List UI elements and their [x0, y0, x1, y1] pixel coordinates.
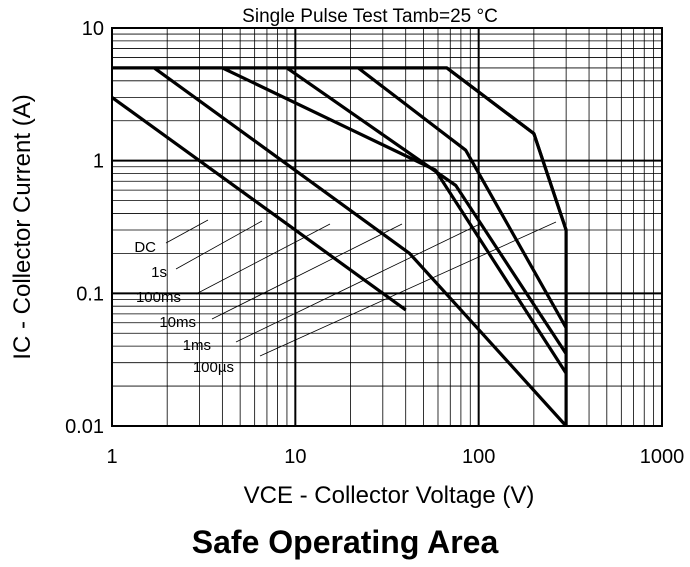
x-axis-label: VCE - Collector Voltage (V)	[244, 482, 535, 509]
annotation-leader-line	[175, 220, 263, 270]
y-tick-label: 0.1	[76, 283, 104, 305]
chart-canvas: 1 10 100 1000 10 1 0.1 0.01 DC 1s 100ms 10ms 1ms 100…	[9, 6, 684, 509]
series-line	[357, 66, 568, 329]
series-line	[221, 66, 568, 375]
series-label: DC	[134, 239, 156, 256]
tick-labels: 1 10 100 1000 10 1 0.1 0.01	[65, 18, 684, 468]
series-label: 1ms	[183, 337, 211, 354]
series-label: 1s	[151, 264, 167, 281]
chart-subtitle: Single Pulse Test Tamb=25 °C	[242, 6, 498, 27]
x-tick-label: 100	[462, 446, 495, 468]
chart-grid	[112, 28, 662, 426]
series-label: 10ms	[159, 314, 196, 331]
series-label: 100ms	[136, 289, 181, 306]
annotation-leader-line	[259, 221, 557, 357]
annotation-leader-line	[165, 219, 209, 244]
chart-title: Safe Operating Area	[191, 524, 499, 560]
x-tick-label: 10	[284, 446, 306, 468]
y-tick-label: 0.01	[65, 416, 104, 438]
annotation-leader-line	[195, 223, 331, 295]
soa-boundary-line	[112, 66, 568, 426]
y-tick-label: 1	[93, 151, 104, 173]
plot-frame	[111, 27, 663, 427]
annotation-leaders	[165, 219, 557, 357]
series-label: 100µs	[193, 359, 234, 376]
annotation-leader-line	[235, 222, 483, 343]
series-line	[153, 66, 568, 428]
annotation-leader-line	[211, 223, 403, 320]
series-labels: DC 1s 100ms 10ms 1ms 100µs	[134, 239, 234, 376]
chart-curves	[111, 66, 568, 428]
series-line	[285, 66, 568, 355]
y-axis-label: IC - Collector Current (A)	[9, 94, 36, 359]
series-line	[111, 96, 407, 312]
x-tick-label: 1	[106, 446, 117, 468]
y-tick-label: 10	[82, 18, 104, 40]
x-tick-label: 1000	[640, 446, 685, 468]
